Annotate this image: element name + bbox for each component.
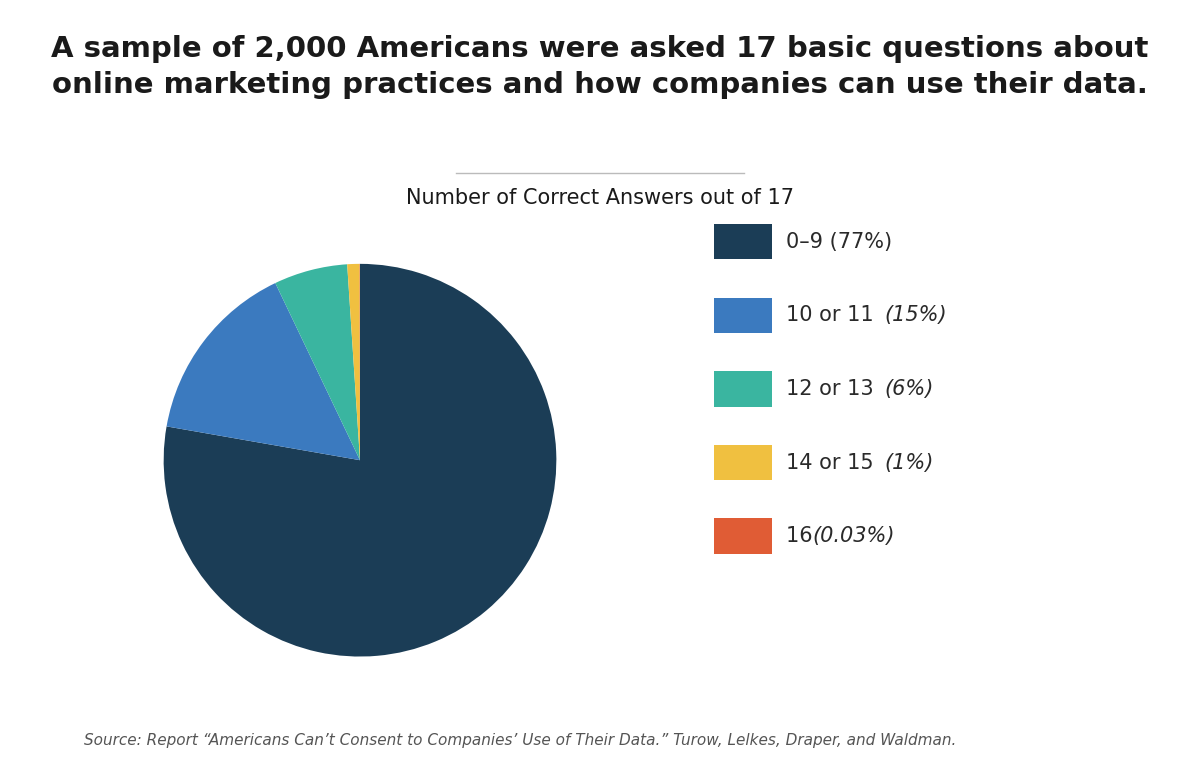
Wedge shape bbox=[163, 264, 557, 657]
Text: 14 or 15: 14 or 15 bbox=[786, 453, 881, 472]
Text: 12 or 13: 12 or 13 bbox=[786, 379, 881, 399]
Text: 10 or 11: 10 or 11 bbox=[786, 305, 881, 325]
Text: (15%): (15%) bbox=[884, 305, 947, 325]
Text: Source: Report “Americans Can’t Consent to Companies’ Use of Their Data.” Turow,: Source: Report “Americans Can’t Consent … bbox=[84, 732, 956, 748]
Text: (1%): (1%) bbox=[884, 453, 934, 472]
Text: 16: 16 bbox=[786, 526, 820, 546]
Text: Number of Correct Answers out of 17: Number of Correct Answers out of 17 bbox=[406, 188, 794, 208]
Text: A sample of 2,000 Americans were asked 17 basic questions about
online marketing: A sample of 2,000 Americans were asked 1… bbox=[52, 35, 1148, 99]
Text: (0.03%): (0.03%) bbox=[812, 526, 895, 546]
Text: 0–9 (77%): 0–9 (77%) bbox=[786, 232, 892, 252]
Text: (6%): (6%) bbox=[884, 379, 934, 399]
Wedge shape bbox=[275, 265, 360, 460]
Wedge shape bbox=[347, 264, 360, 460]
Wedge shape bbox=[167, 283, 360, 460]
